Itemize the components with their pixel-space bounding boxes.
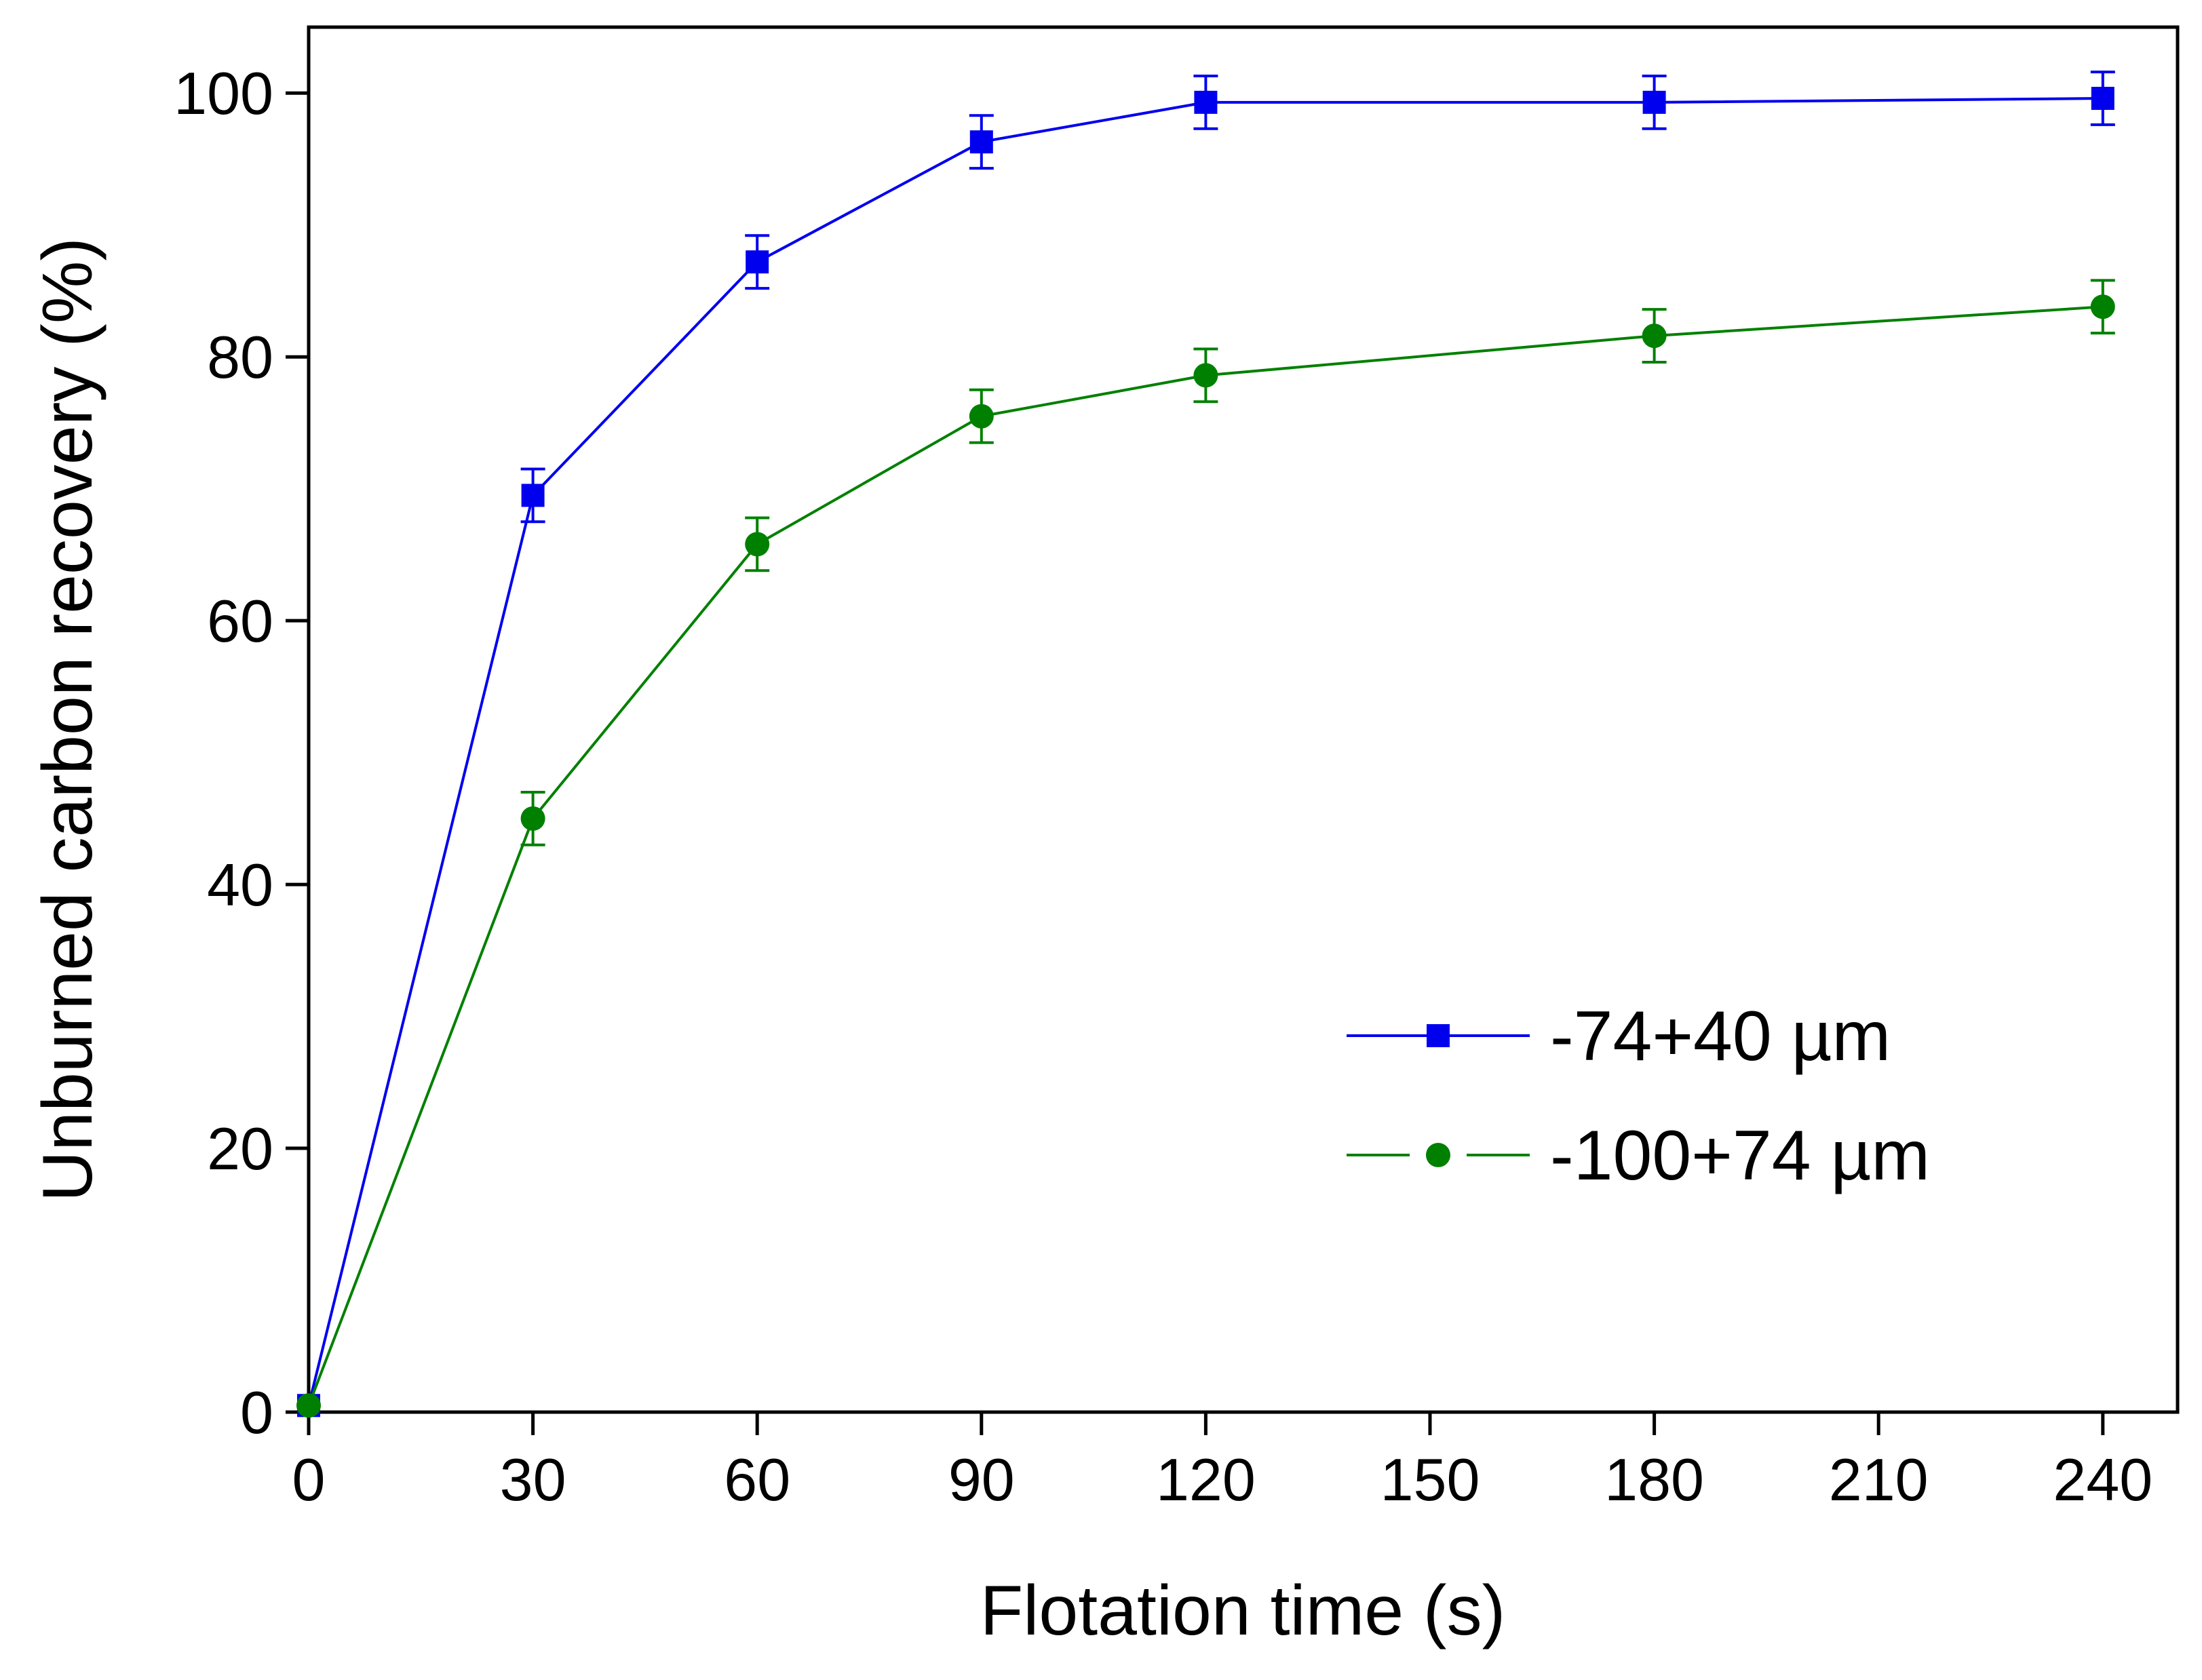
- y-tick-label: 100: [174, 60, 273, 127]
- y-axis-ticks: 0 20 40 60 80 100: [174, 60, 309, 1446]
- x-tick-label: 30: [500, 1446, 566, 1513]
- legend-marker: [1427, 1024, 1450, 1047]
- data-point: [969, 130, 993, 154]
- plot-frame: [307, 25, 2180, 1414]
- legend-label: -100+74 µm: [1550, 1116, 1930, 1195]
- data-point: [521, 484, 545, 507]
- series-1: [297, 71, 2115, 1418]
- series-2: [296, 279, 2115, 1418]
- series-line: [307, 97, 2103, 1406]
- data-point: [1642, 324, 1667, 349]
- data-point: [1193, 363, 1218, 388]
- series-layer: [296, 71, 2115, 1418]
- data-point: [969, 404, 994, 429]
- x-tick-label: 210: [1829, 1446, 1929, 1513]
- data-point: [296, 1393, 321, 1418]
- x-tick-label: 120: [1156, 1446, 1256, 1513]
- series-line: [307, 305, 2103, 1406]
- legend: -74+40 µm -100+74 µm: [1347, 997, 1930, 1195]
- data-point: [746, 250, 769, 274]
- y-tick-label: 0: [240, 1379, 273, 1446]
- y-tick-label: 40: [207, 851, 273, 918]
- legend-item-2: -100+74 µm: [1347, 1116, 1930, 1195]
- x-axis-ticks: 0 30 60 90 120 150 180 210 240: [292, 1412, 2152, 1513]
- x-tick-label: 150: [1380, 1446, 1480, 1513]
- data-point: [2090, 294, 2115, 319]
- legend-item-1: -74+40 µm: [1347, 997, 1891, 1076]
- data-point: [520, 806, 545, 831]
- x-tick-label: 180: [1604, 1446, 1704, 1513]
- y-axis-title: Unburned carbon recovery (%): [28, 237, 107, 1202]
- y-tick-label: 20: [207, 1115, 273, 1182]
- x-tick-label: 240: [2053, 1446, 2152, 1513]
- y-tick-label: 60: [207, 587, 273, 655]
- legend-label: -74+40 µm: [1550, 997, 1891, 1076]
- data-point: [745, 532, 770, 557]
- x-tick-label: 60: [724, 1446, 790, 1513]
- y-tick-label: 80: [207, 324, 273, 391]
- data-point: [1194, 90, 1218, 114]
- data-point: [2091, 87, 2114, 111]
- x-axis-title: Flotation time (s): [980, 1571, 1505, 1650]
- data-point: [1642, 90, 1666, 114]
- x-tick-label: 90: [948, 1446, 1015, 1513]
- x-tick-label: 0: [292, 1446, 326, 1513]
- legend-marker: [1426, 1143, 1450, 1167]
